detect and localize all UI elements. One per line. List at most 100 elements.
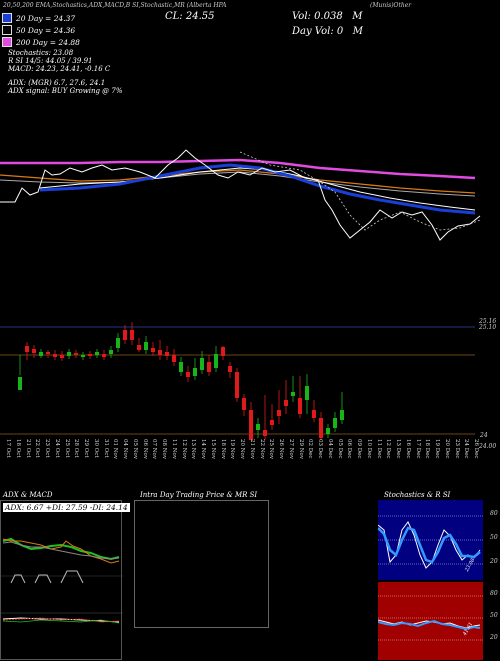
date-label: 11 Dec — [375, 439, 382, 459]
date-label: 18 Dec — [424, 439, 431, 459]
candle-body — [123, 330, 127, 340]
candle-body — [298, 398, 302, 414]
date-label: 08 Nov — [161, 439, 167, 459]
date-label: 28 Oct — [73, 439, 80, 458]
date-label: 26 Nov — [278, 439, 284, 459]
date-label: 13 Nov — [190, 439, 197, 459]
adx-macd-panel: ADX: 6.67 +DI: 27.59 -DI: 24.14 — [0, 500, 130, 660]
candle-body — [200, 358, 204, 370]
candle-body — [116, 338, 120, 348]
stoch-axis-50: 50 — [490, 534, 498, 541]
date-label: 25 Nov — [268, 439, 275, 459]
candle-body — [221, 347, 225, 356]
minus-di-line — [2, 538, 120, 564]
date-label: 22 Nov — [258, 439, 265, 459]
date-label: 09 Dec — [356, 439, 362, 459]
candle-body — [319, 418, 323, 438]
price-axis-top-1: 25.16 — [479, 318, 497, 325]
date-label: 05 Dec — [336, 439, 343, 459]
stoch-k-line — [378, 521, 481, 569]
candle-body — [109, 350, 113, 354]
stochastics-stat: Stochastics: 23.08 — [8, 49, 74, 57]
date-label: 10 Dec — [365, 439, 372, 459]
date-label: 26 Dec — [473, 439, 479, 459]
date-label: 12 Dec — [385, 439, 392, 459]
candle-body — [312, 410, 316, 418]
candle-body — [326, 428, 330, 434]
date-label: 24 Dec — [463, 439, 470, 459]
candle-body — [235, 372, 239, 398]
date-label: 14 Nov — [200, 439, 206, 459]
candle-body — [137, 345, 141, 350]
date-label: 21 Nov — [248, 439, 255, 459]
date-label: 01 Nov — [112, 439, 119, 459]
legend-ema200: 200 Day = 24.88 — [2, 37, 80, 47]
candle-body — [305, 386, 309, 400]
adx-panel-title: ADX & MACD — [3, 491, 53, 499]
date-label: 21 Oct — [24, 439, 31, 458]
stoch-d-line — [378, 526, 481, 564]
candle-body — [340, 410, 344, 420]
day-volume-label: Day Vol: 0 M — [292, 26, 364, 37]
intraday-panel-title: Intra Day Trading Price & MR SI — [140, 491, 258, 499]
date-label: 15 Nov — [209, 439, 216, 459]
mrsi-line — [378, 619, 481, 631]
ema200-line — [0, 158, 476, 180]
macd-histogram-outline — [10, 570, 84, 584]
date-label: 19 Dec — [434, 439, 440, 459]
candle-body — [270, 420, 274, 425]
macd-line — [2, 617, 120, 623]
date-label: 03 Dec — [317, 439, 323, 459]
candle-body — [158, 350, 162, 355]
date-label: 23 Dec — [453, 439, 460, 459]
date-label: 04 Nov — [122, 439, 128, 459]
date-label: 11 Nov — [170, 439, 177, 459]
candle-body — [172, 355, 176, 362]
dotted-line — [239, 151, 481, 231]
macd-signal-line — [2, 617, 120, 623]
candlestick-group — [18, 322, 344, 440]
candle-body — [53, 354, 57, 357]
candle-body — [256, 424, 260, 430]
date-label: 19 Nov — [229, 439, 236, 459]
candle-body — [60, 355, 64, 358]
date-label: 29 Oct — [83, 439, 89, 458]
date-label: 25 Oct — [63, 439, 70, 458]
candle-body — [291, 392, 295, 396]
date-label: 06 Nov — [141, 439, 148, 459]
adx-signal-stat: ADX signal: BUY Growing @ 7% — [8, 87, 123, 95]
adx-line — [2, 541, 120, 560]
date-label: 17 Oct — [5, 439, 11, 458]
candle-body — [277, 410, 281, 416]
candle-body — [228, 366, 232, 372]
candle-body — [242, 398, 246, 410]
candle-body — [102, 354, 106, 357]
legend-ema20: 20 Day = 24.37 — [2, 13, 75, 23]
date-label: 18 Oct — [14, 439, 21, 458]
candle-body — [214, 354, 218, 368]
price-axis-top-2: 25.10 — [479, 324, 497, 331]
date-label: 29 Nov — [297, 439, 304, 459]
adx-stat: ADX: (MGR) 6.7, 27.6, 24.1 — [8, 79, 106, 87]
candle-body — [74, 353, 78, 355]
date-label: 06 Dec — [346, 439, 353, 459]
adx-values: ADX: 6.67 +DI: 27.59 -DI: 24.14 — [3, 503, 130, 512]
date-label: 13 Dec — [395, 439, 401, 459]
candle-body — [88, 354, 92, 356]
stochastic-panel: 23.08 — [378, 500, 483, 580]
candle-body — [193, 368, 197, 376]
ema50-swatch — [2, 25, 12, 35]
candle-body — [130, 330, 134, 340]
gray-ema-line — [0, 171, 476, 197]
date-label: 20 Nov — [239, 439, 245, 459]
rsi-stat: R SI 14/5: 44.05 / 39.91 — [8, 57, 93, 65]
close-price: CL: 24.55 — [165, 11, 215, 22]
price-line — [0, 149, 481, 241]
candle-body — [151, 348, 155, 352]
macd-stat: MACD: 24.23, 24.41, -0.16 C — [8, 65, 111, 73]
candle-body — [46, 352, 50, 354]
candle-body — [32, 349, 36, 353]
candle-body — [249, 410, 253, 440]
date-label: 04 Dec — [326, 439, 333, 459]
date-label: 05 Nov — [131, 439, 138, 459]
